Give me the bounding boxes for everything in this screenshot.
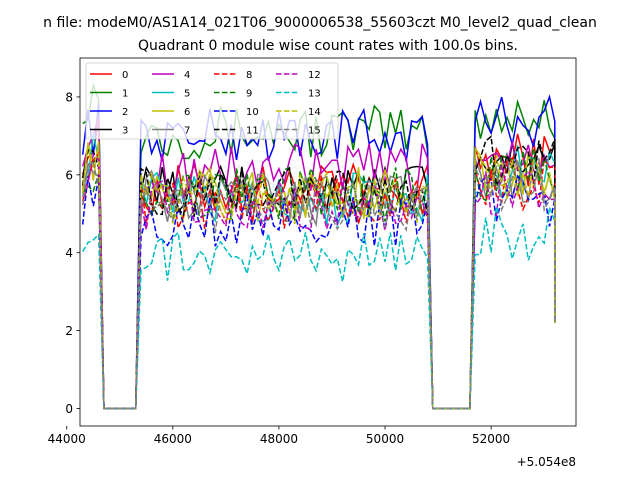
legend-label-13: 13	[308, 89, 321, 100]
y-tick-label: 6	[65, 168, 73, 182]
legend-label-11: 11	[246, 126, 259, 137]
legend-label-10: 10	[246, 107, 259, 118]
series-line-8	[81, 151, 556, 410]
y-tick-label: 8	[65, 90, 73, 104]
legend-label-8: 8	[246, 70, 252, 81]
legend-label-9: 9	[246, 89, 252, 100]
legend-label-12: 12	[308, 70, 321, 81]
series-line-14	[81, 142, 556, 410]
y-tick-label: 4	[65, 246, 73, 260]
series-line-15	[81, 157, 556, 410]
series-group	[81, 82, 556, 410]
y-tick-label: 0	[65, 402, 73, 416]
legend-label-2: 2	[122, 107, 128, 118]
legend-label-5: 5	[184, 89, 190, 100]
legend-label-3: 3	[122, 126, 128, 137]
figure-suptitle: n file: modeM0/AS1A14_021T06_9000006538_…	[43, 15, 597, 31]
legend-label-0: 0	[122, 70, 128, 81]
legend-label-7: 7	[184, 126, 190, 137]
chart-title: Quadrant 0 module wise count rates with …	[138, 38, 518, 54]
x-tick-label: 44000	[48, 432, 86, 446]
series-line-13	[82, 204, 556, 410]
legend-label-14: 14	[308, 107, 321, 118]
series-line-10	[81, 174, 556, 410]
plot-area: 44000 46000 48000 50000 52000 +5.054e8 0 2 4 6 8 0 1…	[48, 57, 577, 469]
legend-label-6: 6	[184, 107, 190, 118]
series-line-4	[81, 116, 556, 410]
x-offset-label: +5.054e8	[517, 455, 576, 469]
legend-box	[85, 62, 339, 140]
x-tick-label: 48000	[260, 432, 298, 446]
legend-label-4: 4	[184, 70, 190, 81]
x-tick-label: 52000	[472, 432, 510, 446]
x-tick-label: 50000	[366, 432, 404, 446]
legend-label-1: 1	[122, 89, 128, 100]
x-tick-label: 46000	[154, 432, 192, 446]
axes-frame	[79, 57, 577, 427]
legend-label-15: 15	[308, 126, 321, 137]
y-tick-label: 2	[65, 324, 73, 338]
